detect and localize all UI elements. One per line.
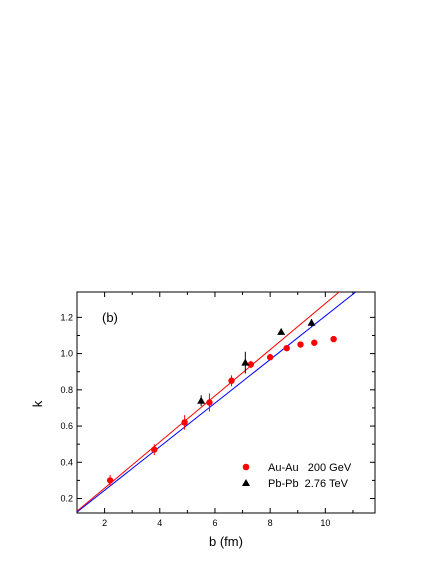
plot-frame — [76, 291, 376, 514]
x-tick-label: 8 — [268, 518, 273, 528]
data-point-au-au — [228, 377, 235, 384]
plot-area — [76, 291, 376, 514]
legend-marker-pb-pb — [242, 479, 250, 486]
legend: Au-Au 200 GeV Pb-Pb 2.76 TeV — [242, 462, 352, 490]
data-point-au-au — [206, 399, 213, 406]
x-tick-label: 10 — [320, 518, 330, 528]
data-point-pb-pb — [277, 327, 286, 335]
data-point-pb-pb — [241, 358, 250, 366]
y-tick-label: 0.4 — [60, 457, 73, 467]
data-point-pb-pb — [307, 318, 316, 326]
data-point-au-au — [297, 341, 304, 348]
y-tick-label: 0.2 — [60, 494, 73, 504]
x-tick-label: 4 — [157, 518, 162, 528]
legend-label-au-au: Au-Au 200 GeV — [268, 462, 352, 474]
x-tick-label: 6 — [212, 518, 217, 528]
data-point-au-au — [266, 354, 274, 361]
y-tick-label: 1.2 — [60, 312, 73, 322]
fit-line — [77, 292, 356, 513]
legend-marker-au-au — [242, 463, 250, 471]
data-points — [106, 318, 337, 486]
data-point-au-au — [106, 477, 114, 484]
axis-ticks: 2 4 6 8 10 0.2 0.4 0.6 0.8 1.0 1.2 — [60, 292, 375, 528]
y-tick-label: 1.0 — [60, 349, 73, 359]
data-point-pb-pb — [197, 396, 206, 404]
data-point-au-au — [311, 339, 318, 346]
data-point-au-au — [247, 361, 255, 368]
y-axis-label: k — [30, 400, 45, 407]
y-tick-label: 0.6 — [60, 421, 73, 431]
panel-label: (b) — [102, 310, 118, 325]
legend-label-pb-pb: Pb-Pb 2.76 TeV — [268, 478, 349, 490]
data-point-au-au — [330, 335, 337, 343]
x-axis-label: b (fm) — [209, 534, 243, 549]
data-point-au-au — [151, 446, 158, 453]
data-point-au-au — [283, 344, 290, 352]
x-tick-label: 2 — [102, 518, 107, 528]
data-point-au-au — [181, 419, 188, 426]
y-tick-label: 0.8 — [60, 385, 73, 395]
